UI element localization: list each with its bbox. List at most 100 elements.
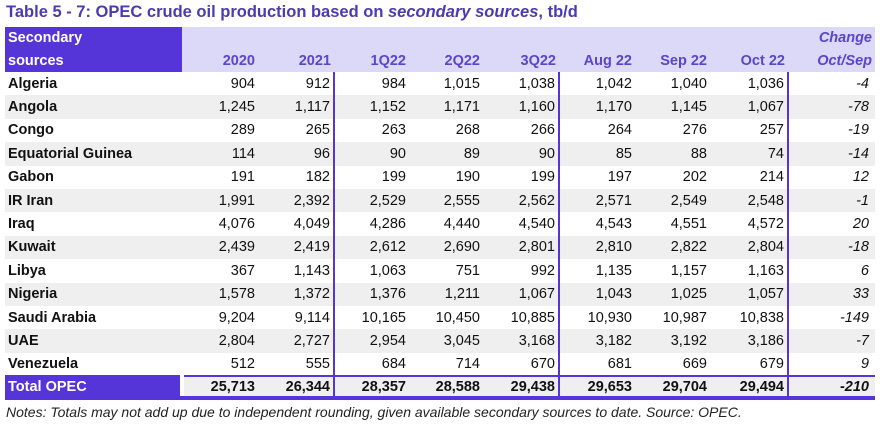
- value-cell: 10,987: [662, 309, 707, 326]
- value-cell: 904: [230, 75, 255, 92]
- table-row: Algeria 904 912 984 1,015 1,038 1,042 1,040 1,03…: [5, 72, 875, 96]
- change-cell: -19: [848, 122, 869, 139]
- title-text: Table 5 - 7: OPEC crude oil production b…: [6, 3, 388, 21]
- value-cell: 25,713: [182, 375, 258, 401]
- table-row: Equatorial Guinea 114 96 90 89 90 85 88 74 -14: [5, 142, 875, 166]
- value-cell: 3,186: [710, 329, 789, 353]
- value-cell: 4,543: [595, 216, 632, 233]
- row-name: Iraq: [8, 216, 35, 233]
- value-cell: 191: [230, 169, 255, 186]
- title-italic: secondary sources: [388, 3, 539, 21]
- value-cell: 1,043: [559, 282, 635, 306]
- table-row: Iraq 4,076 4,049 4,286 4,440 4,540 4,543 4,551 4…: [5, 212, 875, 236]
- value-cell: 2,529: [334, 188, 409, 213]
- table-notes: Notes: Totals may not add up due to inde…: [6, 404, 742, 420]
- value-cell: 2,822: [635, 235, 710, 260]
- value-cell: 669: [682, 355, 707, 372]
- value-cell: 28,357: [334, 375, 409, 401]
- row-name: Venezuela: [8, 355, 79, 372]
- value-cell: 1,057: [710, 282, 789, 306]
- table-row: Kuwait 2,439 2,419 2,612 2,690 2,801 2,810 2,82…: [5, 235, 875, 260]
- change-cell: -1: [788, 188, 875, 213]
- value-cell: 89: [409, 142, 483, 166]
- value-cell: 4,572: [710, 212, 789, 236]
- value-cell: 2,612: [334, 235, 409, 260]
- value-cell: 266: [483, 118, 560, 143]
- value-cell: 2,562: [483, 188, 560, 213]
- value-cell: 190: [455, 169, 480, 186]
- value-cell: 4,551: [670, 216, 707, 233]
- table-row: Saudi Arabia 9,204 9,114 10,165 10,450 10,885…: [5, 305, 875, 330]
- value-cell: 4,440: [443, 216, 480, 233]
- value-cell: 1,067: [483, 282, 560, 306]
- value-cell: 714: [455, 355, 480, 372]
- column-header: 2020: [182, 49, 258, 72]
- value-cell: 679: [710, 352, 789, 377]
- value-cell: 1,117: [258, 95, 335, 119]
- value-cell: 1,067: [710, 95, 789, 119]
- value-cell: 85: [559, 142, 635, 166]
- change-cell: -14: [788, 142, 875, 166]
- table-row: Venezuela 512 555 684 714 670 681 669 679 9: [5, 352, 875, 377]
- value-cell: 2,548: [710, 188, 789, 213]
- value-cell: 10,885: [483, 305, 560, 330]
- value-cell: 912: [258, 72, 335, 96]
- value-cell: 1,038: [483, 72, 560, 96]
- row-name: IR Iran: [5, 188, 182, 213]
- change-cell: -18: [788, 235, 875, 260]
- value-cell: 214: [710, 165, 789, 189]
- row-name: UAE: [5, 329, 182, 353]
- value-cell: 1,578: [182, 282, 258, 306]
- value-cell: 26,344: [258, 375, 335, 401]
- change-cell: 6: [860, 262, 869, 279]
- value-cell: 670: [483, 352, 560, 377]
- change-cell: -149: [839, 309, 869, 326]
- value-cell: 1,991: [182, 188, 258, 213]
- value-cell: 992: [483, 259, 560, 283]
- value-cell: 268: [455, 122, 480, 139]
- value-cell: 2,804: [710, 235, 789, 260]
- change-cell: -78: [788, 95, 875, 119]
- value-cell: 4,076: [218, 216, 255, 233]
- column-header: Aug 22: [559, 49, 635, 72]
- table-row: Gabon 191 182 199 190 199 197 202 214 12: [5, 165, 875, 189]
- value-cell: 2,690: [409, 235, 483, 260]
- value-cell: 4,049: [258, 212, 335, 236]
- value-cell: 289: [230, 122, 255, 139]
- value-cell: 1,372: [258, 282, 335, 306]
- value-cell: 751: [455, 262, 480, 279]
- column-header: 1Q22: [334, 49, 409, 72]
- value-cell: 1,036: [710, 72, 789, 96]
- value-cell: 28,588: [409, 375, 483, 401]
- row-name: Gabon: [8, 169, 54, 186]
- value-cell: 1,163: [710, 259, 789, 283]
- value-cell: 74: [710, 142, 789, 166]
- value-cell: 684: [381, 355, 406, 372]
- table-row: IR Iran 1,991 2,392 2,529 2,555 2,562 2,571 2,5…: [5, 188, 875, 213]
- value-cell: 3,182: [559, 329, 635, 353]
- value-cell: 263: [381, 122, 406, 139]
- row-name: Saudi Arabia: [8, 309, 97, 326]
- value-cell: 88: [635, 142, 710, 166]
- value-cell: 10,930: [587, 309, 632, 326]
- change-cell: -210: [788, 375, 875, 401]
- value-cell: 1,135: [595, 262, 632, 279]
- row-name: Libya: [8, 262, 46, 279]
- change-cell: 9: [860, 355, 869, 372]
- value-cell: 2,549: [635, 188, 710, 213]
- value-cell: 199: [483, 165, 560, 189]
- value-cell: 2,810: [559, 235, 635, 260]
- value-cell: 4,286: [369, 216, 406, 233]
- change-cell: -7: [788, 329, 875, 353]
- value-cell: 2,419: [258, 235, 335, 260]
- value-cell: 2,954: [334, 329, 409, 353]
- value-cell: 10,165: [361, 309, 406, 326]
- row-name: Equatorial Guinea: [5, 142, 182, 166]
- header-sources-2: sources: [5, 49, 182, 72]
- value-cell: 2,801: [483, 235, 560, 260]
- row-name: Total OPEC: [5, 375, 184, 401]
- value-cell: 1,143: [258, 259, 335, 283]
- value-cell: 114: [182, 142, 258, 166]
- value-cell: 10,450: [435, 309, 480, 326]
- value-cell: 1,042: [595, 75, 632, 92]
